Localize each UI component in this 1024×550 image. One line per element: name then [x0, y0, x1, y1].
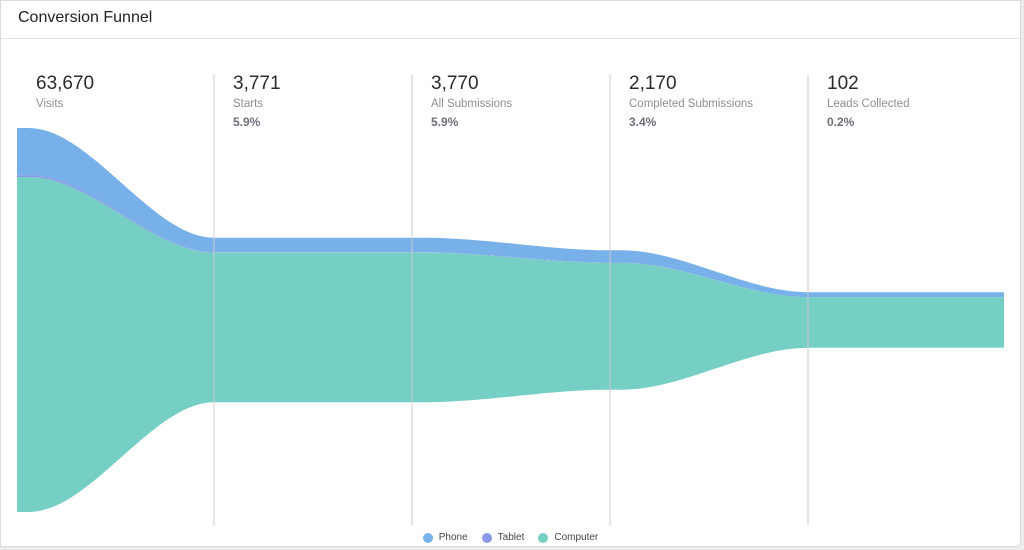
- stage-count: 102: [827, 73, 859, 94]
- legend-label: Tablet: [497, 532, 525, 543]
- legend-item-phone[interactable]: Phone: [422, 532, 468, 543]
- card-title: Conversion Funnel: [18, 9, 153, 26]
- stage-label: Starts: [233, 98, 264, 110]
- funnel-series-computer[interactable]: [17, 177, 1004, 512]
- stage-label: Completed Submissions: [629, 98, 754, 110]
- stage-count: 63,670: [36, 73, 95, 94]
- legend-item-tablet[interactable]: Tablet: [481, 532, 525, 543]
- legend-label: Computer: [554, 532, 599, 543]
- stage-leads-collected: 102 Leads Collected 0.2%: [827, 73, 1017, 129]
- legend-item-computer[interactable]: Computer: [538, 532, 598, 543]
- stage-visits: 63,670 Visits: [36, 73, 226, 111]
- legend-swatch: [538, 532, 549, 543]
- stage-percent: 3.4%: [629, 115, 657, 129]
- stage-percent: 0.2%: [827, 115, 855, 129]
- stage-label: Visits: [36, 98, 64, 110]
- stage-completed-submissions: 2,170 Completed Submissions 3.4%: [629, 73, 819, 129]
- card-header: Conversion Funnel: [1, 1, 1020, 39]
- stage-count: 3,771: [233, 73, 281, 94]
- stage-count: 2,170: [629, 73, 677, 94]
- legend-swatch: [422, 532, 433, 543]
- stage-label: Leads Collected: [827, 98, 910, 110]
- stage-percent: 5.9%: [233, 115, 261, 129]
- legend: Phone Tablet Computer: [1, 532, 1020, 543]
- stage-label: All Submissions: [431, 98, 513, 110]
- stage-percent: 5.9%: [431, 115, 459, 129]
- legend-label: Phone: [438, 532, 468, 543]
- legend-swatch: [481, 532, 492, 543]
- stage-starts: 3,771 Starts 5.9%: [233, 73, 423, 129]
- stage-all-submissions: 3,770 All Submissions 5.9%: [431, 73, 621, 129]
- stage-count: 3,770: [431, 73, 479, 94]
